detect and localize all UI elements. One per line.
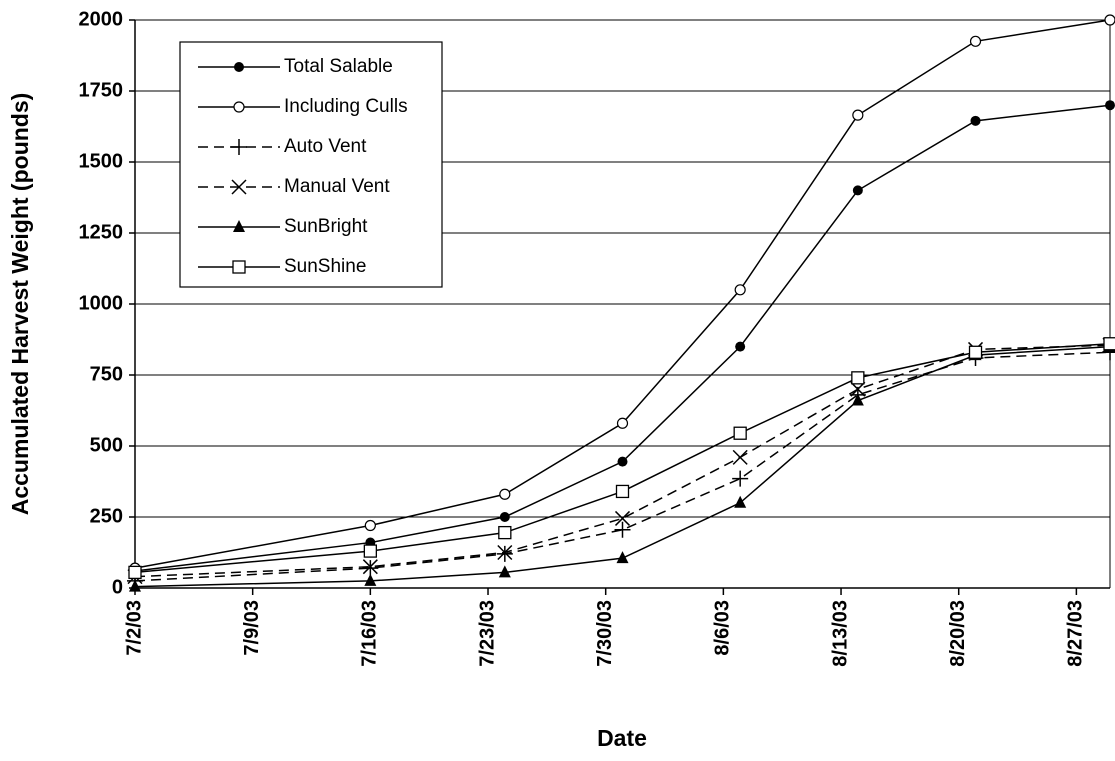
marker — [1105, 100, 1115, 111]
series-line — [134, 351, 1111, 582]
x-tick-label: 7/23/03 — [476, 600, 498, 667]
series-line — [134, 104, 1111, 572]
marker — [362, 560, 379, 577]
marker — [233, 101, 245, 113]
marker — [616, 417, 629, 429]
marker — [499, 488, 511, 500]
x-tick-label: 8/6/03 — [712, 600, 734, 656]
marker — [968, 345, 983, 359]
y-tick-label: 1000 — [79, 292, 124, 314]
marker — [364, 519, 376, 532]
marker — [733, 426, 747, 440]
legend-label: Total Salable — [284, 56, 393, 77]
marker — [851, 393, 864, 406]
marker — [735, 341, 746, 352]
x-tick-label: 7/30/03 — [594, 600, 616, 667]
marker — [498, 525, 512, 540]
marker — [615, 484, 630, 499]
marker — [233, 220, 245, 232]
marker — [128, 565, 142, 580]
marker — [363, 544, 377, 558]
legend-label: Including Culls — [284, 96, 408, 117]
marker — [231, 179, 247, 195]
legend-label: Auto Vent — [284, 136, 367, 157]
y-tick-label: 2000 — [79, 8, 124, 30]
x-tick-label: 7/2/03 — [123, 600, 145, 656]
marker — [362, 559, 378, 575]
marker — [852, 185, 863, 196]
legend-label: SunShine — [284, 256, 366, 277]
series-line — [134, 343, 1111, 574]
marker — [970, 115, 981, 126]
marker — [614, 510, 631, 526]
marker — [969, 35, 982, 47]
y-tick-label: 1500 — [79, 150, 124, 172]
marker — [850, 381, 866, 397]
marker — [852, 109, 864, 121]
x-tick-label: 8/20/03 — [947, 600, 969, 667]
marker — [1103, 337, 1115, 351]
marker — [364, 573, 377, 586]
x-tick-label: 8/27/03 — [1065, 600, 1087, 667]
marker — [234, 62, 244, 72]
marker — [497, 544, 513, 561]
marker — [734, 495, 747, 508]
x-tick-label: 7/9/03 — [241, 600, 263, 656]
marker — [231, 139, 247, 155]
marker — [1104, 14, 1115, 26]
series-line — [134, 19, 1111, 569]
legend-label: Manual Vent — [284, 176, 390, 197]
y-tick-label: 750 — [90, 363, 123, 385]
y-axis-label: Accumulated Harvest Weight (pounds) — [7, 93, 33, 516]
marker — [616, 551, 629, 564]
marker — [614, 521, 631, 538]
marker — [499, 512, 510, 522]
y-tick-label: 0 — [112, 576, 123, 598]
y-tick-label: 500 — [90, 434, 123, 456]
legend-box — [179, 41, 443, 288]
x-axis-label: Date — [597, 725, 647, 751]
y-tick-label: 1250 — [79, 221, 124, 243]
marker — [129, 579, 141, 592]
marker — [851, 371, 865, 385]
marker — [732, 470, 749, 487]
series-line — [134, 345, 1111, 588]
x-tick-label: 8/13/03 — [829, 600, 851, 667]
marker — [232, 260, 246, 274]
y-tick-label: 1750 — [79, 79, 124, 101]
marker — [496, 545, 513, 562]
marker — [734, 284, 746, 296]
y-tick-label: 250 — [90, 505, 123, 527]
x-tick-label: 7/16/03 — [359, 600, 381, 667]
marker — [498, 565, 511, 578]
legend-label: SunBright — [284, 216, 368, 237]
marker — [732, 449, 748, 465]
legend: Total Salable Including Culls Auto Vent Man… — [179, 41, 443, 288]
marker — [617, 456, 628, 467]
